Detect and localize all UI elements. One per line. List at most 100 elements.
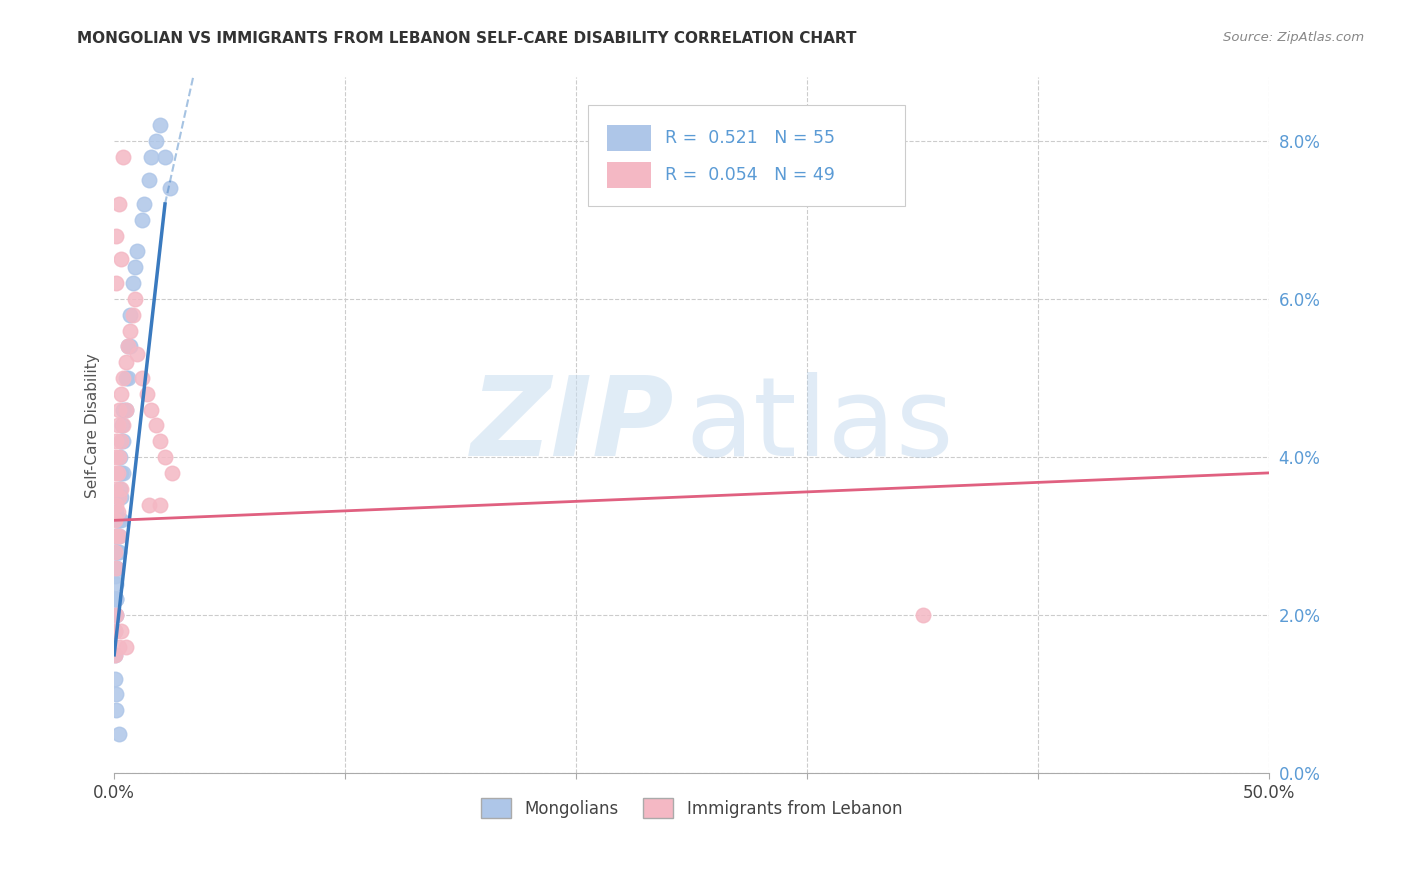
Point — [110, 434, 132, 449]
Point — [134, 197, 156, 211]
Point — [110, 624, 132, 638]
Point — [105, 466, 128, 480]
Point — [105, 545, 128, 559]
Point — [107, 418, 129, 433]
Point — [138, 173, 160, 187]
Y-axis label: Self-Care Disability: Self-Care Disability — [86, 353, 100, 498]
Point — [104, 608, 127, 623]
Point — [117, 339, 139, 353]
Point — [105, 529, 128, 543]
Point — [110, 434, 132, 449]
Point — [105, 592, 128, 607]
Point — [114, 640, 136, 654]
Point — [117, 371, 139, 385]
Point — [124, 260, 146, 275]
Point — [108, 450, 131, 464]
Point — [112, 418, 135, 433]
Point — [127, 347, 149, 361]
Point — [105, 505, 128, 519]
Point — [149, 498, 172, 512]
Point — [108, 640, 131, 654]
Point — [114, 371, 136, 385]
Point — [121, 276, 143, 290]
Point — [108, 482, 131, 496]
Point — [110, 466, 132, 480]
Point — [105, 498, 128, 512]
Point — [153, 450, 176, 464]
Point — [104, 672, 127, 686]
Point — [131, 212, 153, 227]
Point — [105, 608, 128, 623]
Point — [105, 228, 128, 243]
Point — [105, 576, 128, 591]
Point — [104, 592, 127, 607]
Point — [108, 402, 131, 417]
Point — [108, 545, 131, 559]
Point — [117, 339, 139, 353]
Point — [139, 402, 162, 417]
Point — [138, 498, 160, 512]
Point — [108, 529, 131, 543]
Point — [131, 371, 153, 385]
Point — [104, 513, 127, 527]
Point — [108, 490, 131, 504]
Point — [105, 703, 128, 717]
Point — [111, 418, 134, 433]
Point — [105, 561, 128, 575]
Point — [120, 339, 142, 353]
Point — [104, 624, 127, 638]
Point — [104, 545, 127, 559]
Point — [104, 624, 127, 638]
Bar — [607, 125, 651, 152]
Point — [160, 466, 183, 480]
Point — [107, 490, 129, 504]
Point — [104, 568, 127, 582]
FancyBboxPatch shape — [588, 105, 905, 206]
Text: Source: ZipAtlas.com: Source: ZipAtlas.com — [1223, 31, 1364, 45]
Text: ZIP: ZIP — [471, 372, 675, 479]
Point — [110, 386, 132, 401]
Point — [153, 149, 176, 163]
Point — [104, 482, 127, 496]
Point — [127, 244, 149, 259]
Point — [114, 402, 136, 417]
Point — [105, 608, 128, 623]
Point — [108, 727, 131, 741]
Point — [104, 545, 127, 559]
Point — [110, 482, 132, 496]
Point — [149, 434, 172, 449]
Text: atlas: atlas — [686, 372, 955, 479]
Point — [112, 402, 135, 417]
Point — [159, 181, 181, 195]
Point — [105, 276, 128, 290]
Point — [120, 308, 142, 322]
Point — [110, 513, 132, 527]
Point — [108, 466, 131, 480]
Point — [114, 355, 136, 369]
Text: R =  0.521   N = 55: R = 0.521 N = 55 — [665, 129, 835, 147]
Point — [145, 418, 167, 433]
Point — [112, 434, 135, 449]
Point — [112, 466, 135, 480]
Point — [120, 324, 142, 338]
Point — [112, 149, 135, 163]
Point — [911, 608, 934, 623]
Point — [105, 561, 128, 575]
Point — [108, 513, 131, 527]
Text: R =  0.054   N = 49: R = 0.054 N = 49 — [665, 166, 835, 184]
Point — [105, 592, 128, 607]
Point — [110, 252, 132, 267]
Point — [104, 648, 127, 662]
Point — [108, 197, 131, 211]
Bar — [607, 161, 651, 188]
Point — [124, 292, 146, 306]
Text: MONGOLIAN VS IMMIGRANTS FROM LEBANON SELF-CARE DISABILITY CORRELATION CHART: MONGOLIAN VS IMMIGRANTS FROM LEBANON SEL… — [77, 31, 856, 46]
Point — [104, 687, 127, 701]
Point — [114, 402, 136, 417]
Point — [105, 561, 128, 575]
Point — [107, 545, 129, 559]
Point — [107, 513, 129, 527]
Point — [105, 529, 128, 543]
Point — [135, 386, 157, 401]
Point — [149, 118, 172, 132]
